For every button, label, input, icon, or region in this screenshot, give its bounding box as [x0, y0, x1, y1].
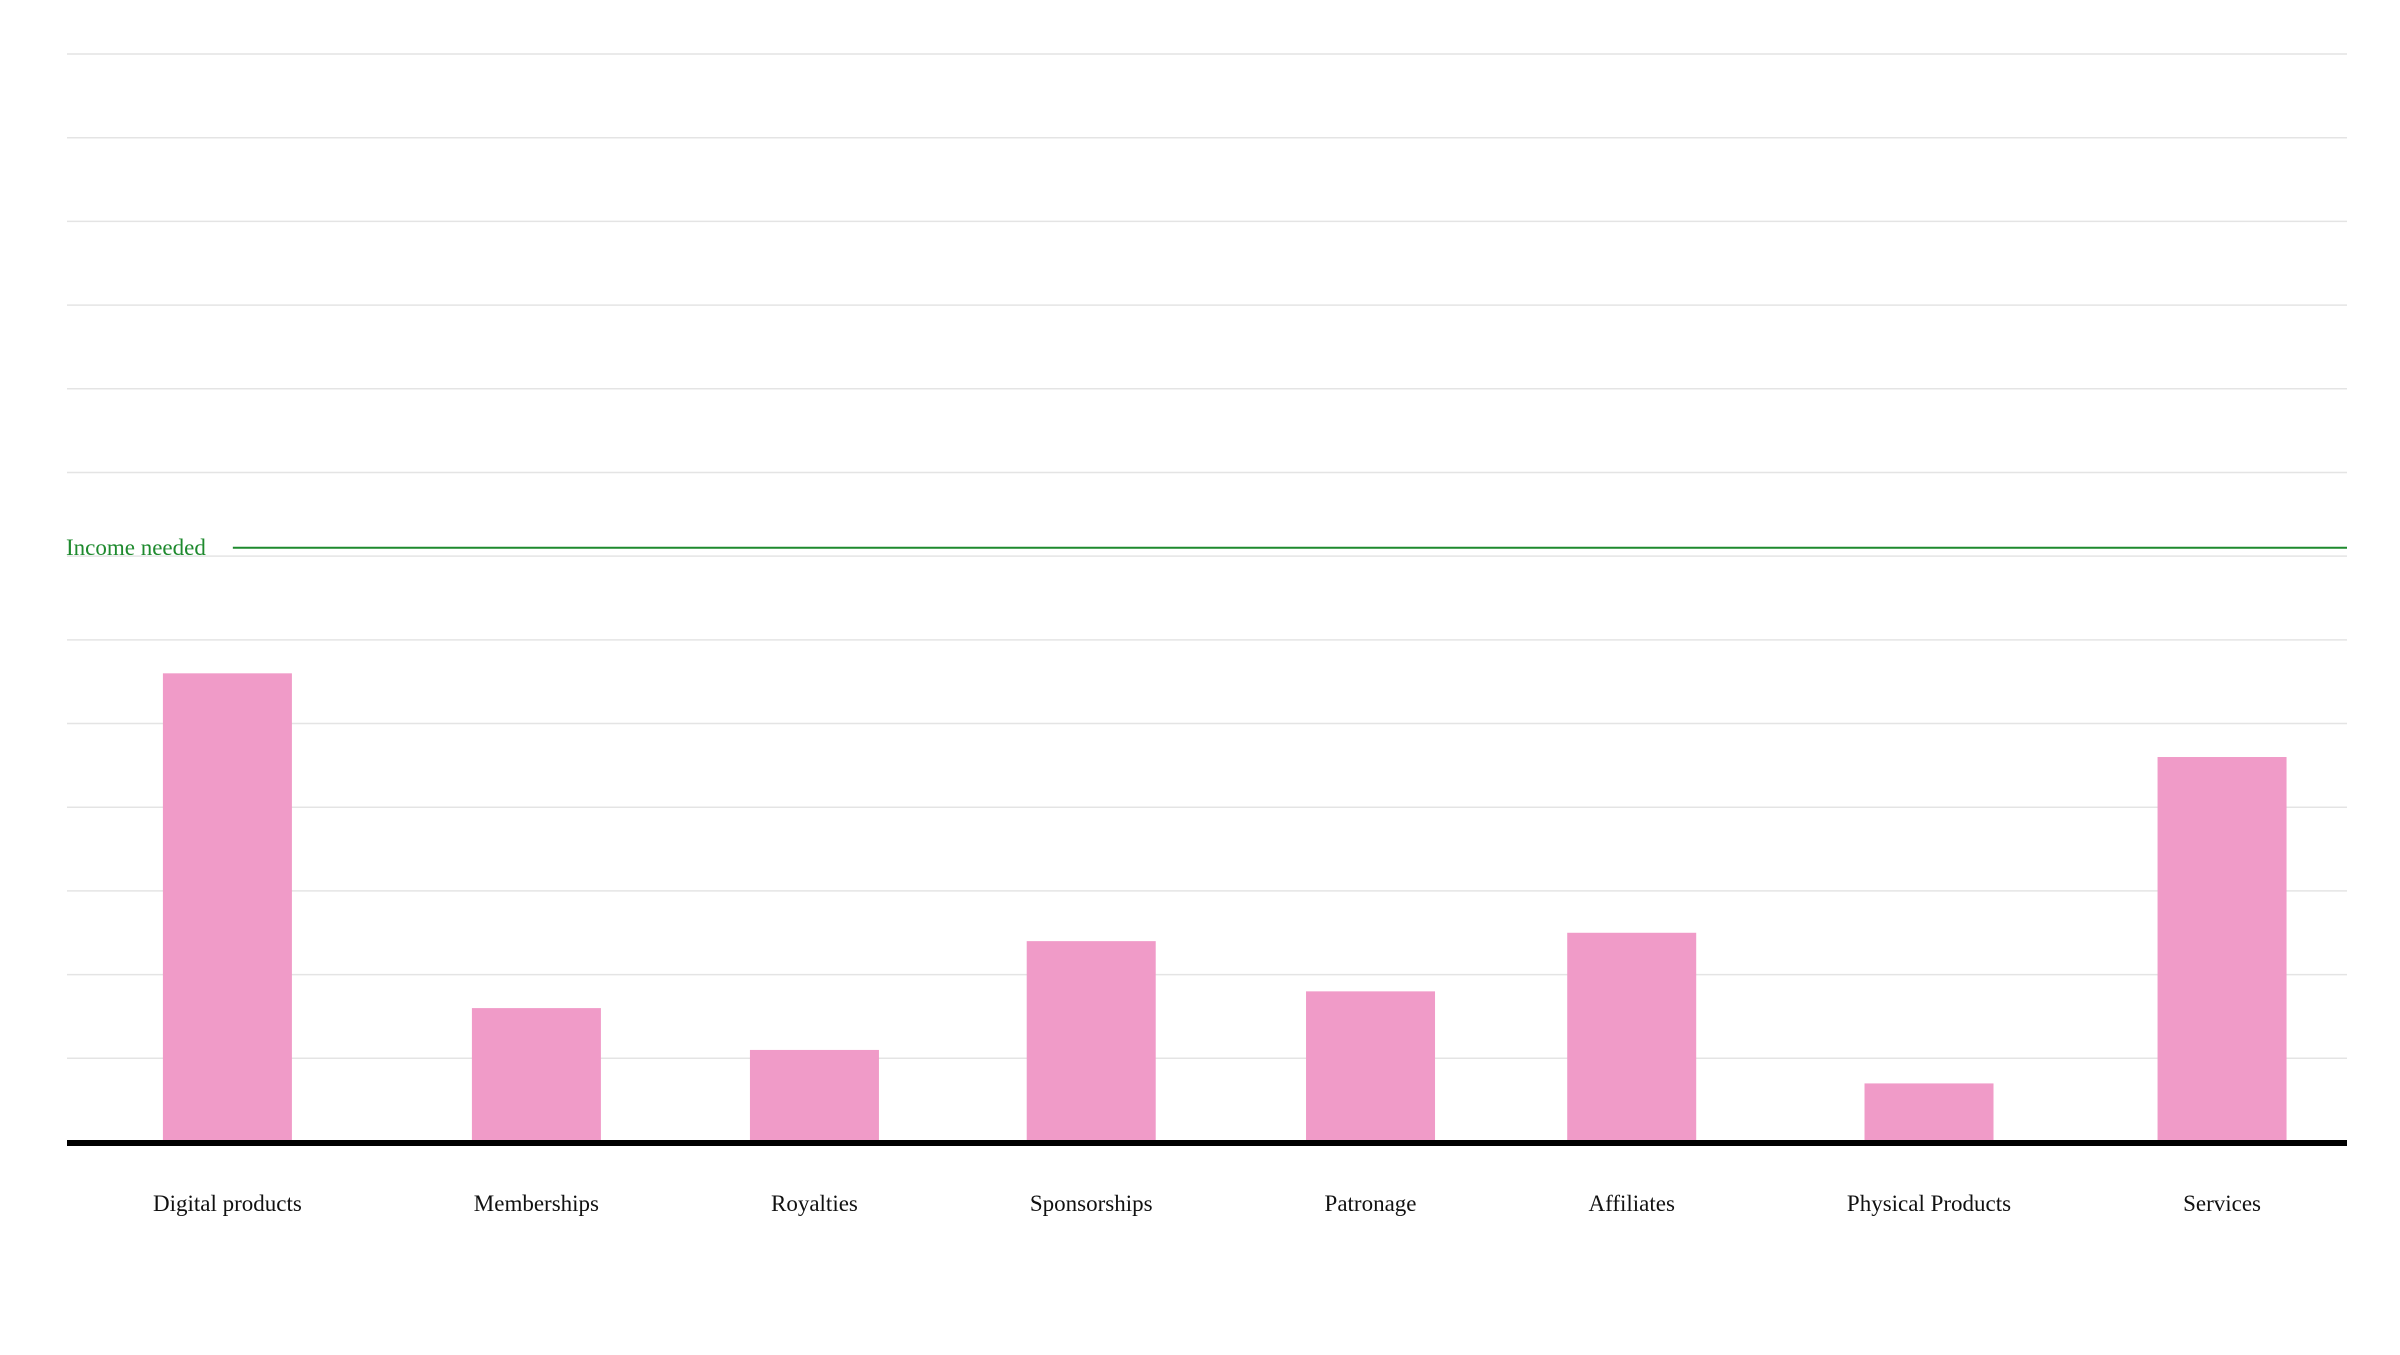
bar [471, 1008, 601, 1142]
x-tick-label: Digital products [153, 1191, 302, 1216]
bar [2157, 757, 2287, 1142]
x-tick-label: Physical Products [1847, 1191, 2011, 1216]
annotation-label: Income needed [66, 535, 206, 560]
bar [1306, 991, 1436, 1142]
x-tick-label: Memberships [474, 1191, 599, 1216]
x-tick-label: Royalties [771, 1191, 858, 1216]
bar [1567, 932, 1697, 1142]
x-tick-label: Affiliates [1588, 1191, 1674, 1216]
bar [1864, 1083, 1994, 1142]
bar [1026, 941, 1156, 1142]
bar [749, 1049, 879, 1142]
x-tick-label: Services [2183, 1191, 2261, 1216]
x-tick-label: Patronage [1325, 1191, 1417, 1216]
bar [162, 673, 292, 1142]
x-tick-label: Sponsorships [1030, 1191, 1153, 1216]
